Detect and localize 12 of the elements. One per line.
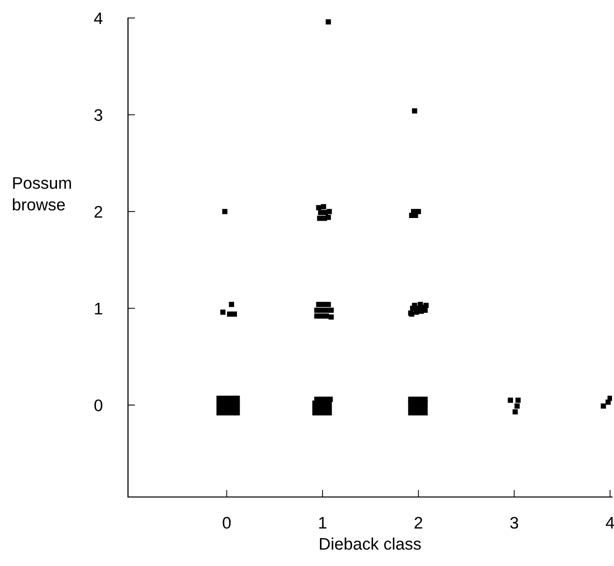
x-tick-label: 3 (510, 516, 518, 529)
y-axis-title: Possum browse (12, 177, 71, 210)
y-tick-label: 3 (94, 109, 102, 121)
x-tick-label: 1 (319, 517, 326, 529)
x-tick-label: 2 (414, 516, 422, 529)
y-tick-label: 2 (94, 206, 102, 218)
x-tick-label: 0 (222, 516, 231, 529)
x-axis-title: Dieback class (320, 538, 421, 550)
y-tick-label: 1 (95, 302, 102, 314)
x-tick-label: 4 (606, 517, 614, 529)
y-tick-label: 4 (94, 12, 103, 24)
y-tick-label: 0 (94, 399, 102, 412)
